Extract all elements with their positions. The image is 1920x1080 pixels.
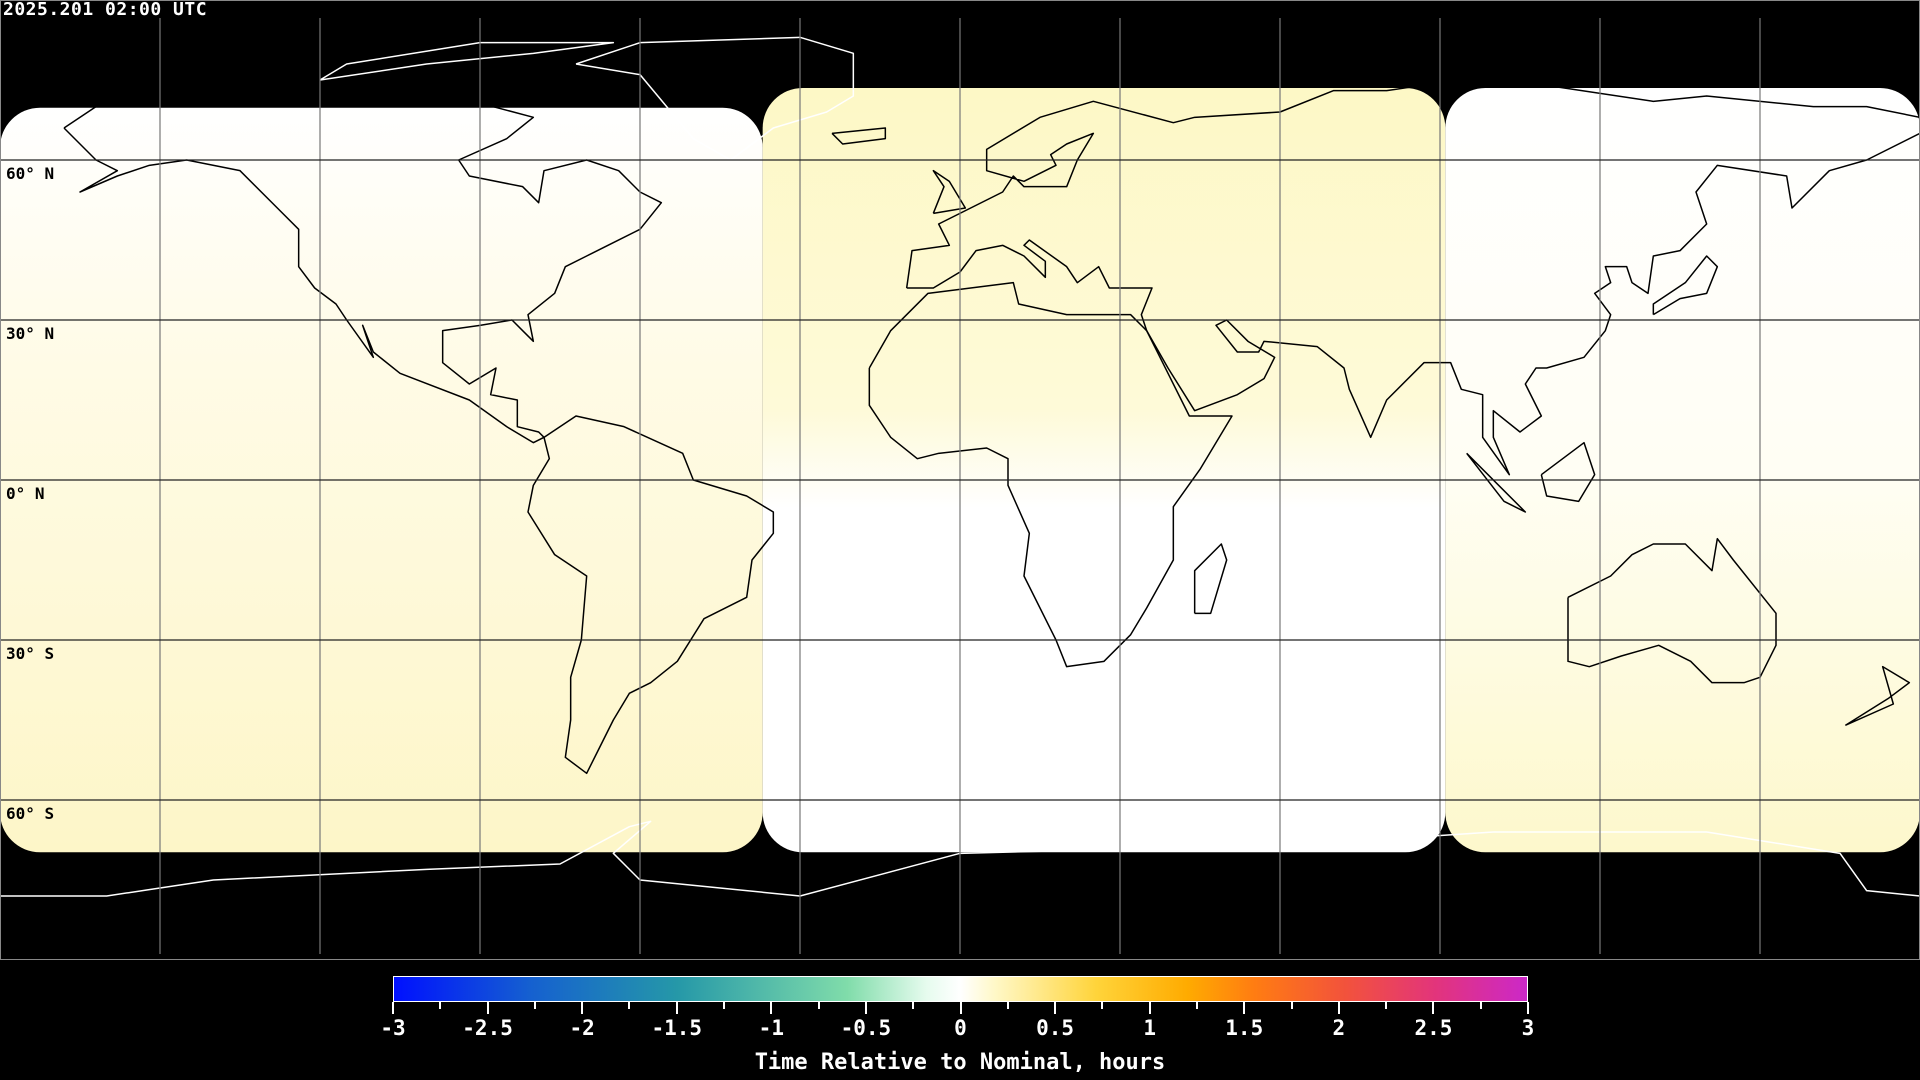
coastline-australia (1567, 537, 1777, 684)
colorbar-tick-label: -2.5 (462, 1016, 513, 1040)
colorbar-major-tick (1432, 1002, 1435, 1014)
lat-label-0n: 0° N (6, 484, 45, 503)
field-central (762, 88, 1446, 853)
coastline-north-america (63, 95, 663, 444)
colorbar-minor-tick (723, 1002, 726, 1009)
colorbar-major-tick (1243, 1002, 1246, 1014)
data-field (0, 88, 1920, 853)
colorbar-major-tick (864, 1002, 867, 1014)
coastline-iceland (831, 127, 887, 145)
colorbar-tick-label: 0 (954, 1016, 967, 1040)
lat-label-30n: 30° N (6, 324, 55, 343)
colorbar-ticks: -3 -2.5 -2 -1.5 -1 -0.5 0 0.5 1 1.5 2 2.5 3 (380, 1002, 1534, 1042)
coastline-antarctica (0, 820, 1920, 897)
colorbar-minor-tick (1290, 1002, 1293, 1009)
colorbar-tick-label: 2 (1332, 1016, 1346, 1040)
colorbar-minor-tick (1006, 1002, 1009, 1009)
coastline-arctic-canada (319, 41, 615, 81)
coastline-sumatra (1466, 452, 1527, 513)
colorbar-minor-tick (1385, 1002, 1388, 1009)
colorbar-tick-label: 3 (1521, 1016, 1535, 1040)
coastline-africa (868, 281, 1233, 668)
colorbar-minor-tick (533, 1002, 536, 1009)
colorbar (393, 976, 1528, 1002)
world-map (0, 0, 1920, 960)
coastline-eurasia (905, 73, 1920, 476)
colorbar-tick-label: -0.5 (840, 1016, 892, 1040)
colorbar-major-tick (1148, 1002, 1151, 1014)
coastline-madagascar (1193, 543, 1228, 615)
colorbar-major-tick (1527, 1002, 1529, 1014)
colorbar-major-tick (959, 1002, 962, 1014)
colorbar-major-tick (581, 1002, 584, 1014)
coastline-japan (1652, 255, 1719, 316)
colorbar-minor-tick (628, 1002, 631, 1009)
lat-label-60s: 60° S (6, 804, 55, 823)
colorbar-major-tick (392, 1002, 394, 1014)
colorbar-minor-tick (1195, 1002, 1198, 1009)
colorbar-major-tick (675, 1002, 678, 1014)
timestamp: 2025.201 02:00 UTC (3, 0, 208, 20)
colorbar-major-tick (486, 1002, 489, 1014)
colorbar-minor-tick (817, 1002, 820, 1009)
coastline-south-america (527, 415, 775, 775)
colorbar-minor-tick (439, 1002, 442, 1009)
colorbar-tick-label: -1.5 (651, 1016, 703, 1040)
colorbar-tick-label: 2.5 (1414, 1016, 1453, 1040)
field-east (1445, 88, 1920, 853)
colorbar-minor-tick (1101, 1002, 1104, 1009)
coastline-borneo (1540, 441, 1596, 503)
colorbar-tick-label: 1.5 (1225, 1016, 1264, 1040)
colorbar-minor-tick (1479, 1002, 1482, 1009)
colorbar-tick-label: 1 (1143, 1016, 1156, 1040)
colorbar-tick-label: -3 (380, 1016, 406, 1040)
colorbar-major-tick (1337, 1002, 1340, 1014)
colorbar-minor-tick (912, 1002, 915, 1009)
lat-label-30s: 30° S (6, 644, 55, 663)
colorbar-major-tick (1054, 1002, 1057, 1014)
colorbar-major-tick (770, 1002, 773, 1014)
lat-label-60n: 60° N (6, 164, 55, 183)
colorbar-tick-label: 0.5 (1036, 1016, 1075, 1040)
colorbar-tick-label: -2 (569, 1016, 595, 1040)
colorbar-tick-label: -1 (758, 1016, 784, 1040)
colorbar-title: Time Relative to Nominal, hours (754, 1050, 1166, 1075)
coastline-new-zealand (1844, 665, 1911, 727)
